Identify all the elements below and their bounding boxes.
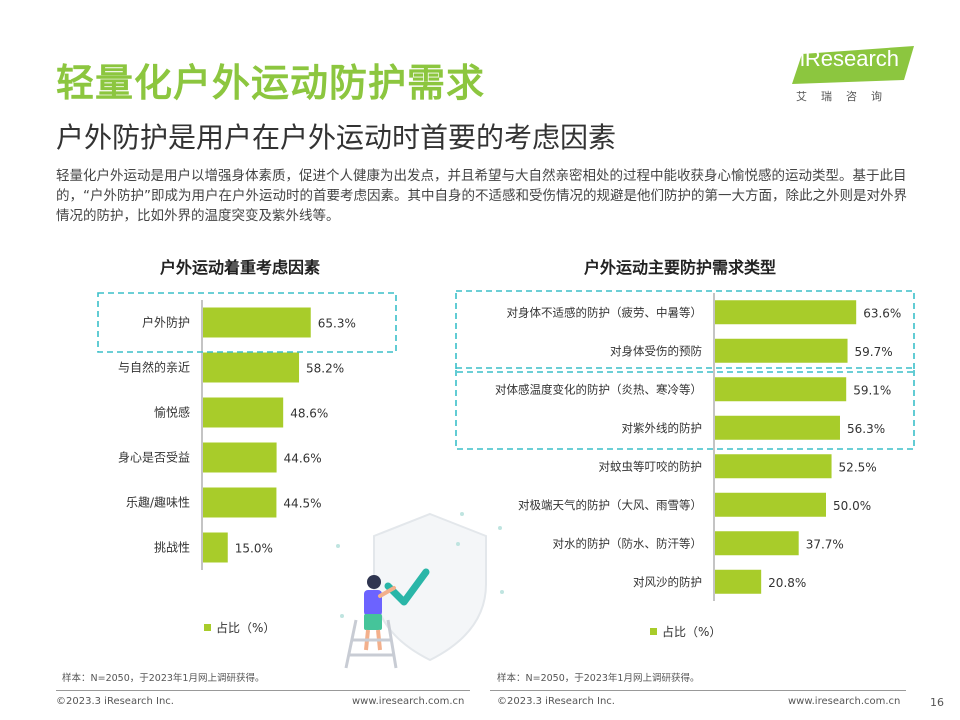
footer-divider-right bbox=[490, 690, 906, 691]
chart2-value-label: 20.8% bbox=[768, 576, 806, 590]
chart1-category-label: 愉悦感 bbox=[154, 405, 190, 420]
chart1-bar bbox=[203, 352, 300, 383]
logo-subtext: 艾瑞咨询 bbox=[796, 90, 896, 103]
chart2-category-label: 对风沙的防护 bbox=[633, 575, 702, 589]
chart2-category-label: 对身体不适感的防护（疲劳、中暑等） bbox=[507, 305, 703, 319]
chart2-category-label: 对蚊虫等叮咬的防护 bbox=[599, 459, 703, 473]
chart1-value-label: 44.5% bbox=[283, 497, 321, 511]
chart2-value-label: 59.1% bbox=[853, 383, 891, 397]
page-number: 16 bbox=[930, 696, 944, 709]
footer-divider-left bbox=[56, 690, 470, 691]
chart1-category-label: 挑战性 bbox=[154, 541, 190, 555]
copyright-left: ©2023.3 iResearch Inc. bbox=[56, 696, 174, 707]
chart2-value-label: 56.3% bbox=[847, 422, 885, 436]
chart2-title: 户外运动主要防护需求类型 bbox=[583, 258, 776, 277]
chart2-value-label: 59.7% bbox=[855, 345, 893, 359]
chart1-category-label: 乐趣/趣味性 bbox=[126, 495, 190, 510]
chart1-value-label: 15.0% bbox=[235, 542, 273, 556]
chart2-bar bbox=[715, 531, 799, 556]
chart2-value-label: 52.5% bbox=[839, 460, 877, 474]
chart2-bar bbox=[715, 454, 832, 479]
logo-text: iResearch bbox=[800, 46, 900, 71]
chart2-bar bbox=[715, 492, 826, 517]
sample-note-left: 样本：N=2050，于2023年1月网上调研获得。 bbox=[62, 673, 265, 684]
chart2-category-label: 对水的防护（防水、防汗等） bbox=[553, 536, 703, 550]
chart1-bar bbox=[203, 307, 311, 338]
sparkle-dots bbox=[336, 512, 504, 618]
chart1-value-label: 44.6% bbox=[284, 452, 322, 466]
chart1-value-label: 58.2% bbox=[306, 362, 344, 376]
logo-shape bbox=[792, 46, 914, 84]
chart2-legend-swatch bbox=[650, 628, 657, 635]
chart2-bar bbox=[715, 569, 762, 594]
website-link-right[interactable]: www.iresearch.com.cn bbox=[788, 696, 901, 707]
chart2-bar bbox=[715, 377, 847, 402]
chart2-value-label: 50.0% bbox=[833, 499, 871, 513]
chart1-highlight-box bbox=[97, 292, 397, 353]
chart1-category-label: 身心是否受益 bbox=[118, 450, 190, 465]
chart2-bar bbox=[715, 415, 840, 440]
chart1-legend-swatch bbox=[204, 624, 211, 631]
website-link-left[interactable]: www.iresearch.com.cn bbox=[352, 696, 465, 707]
chart2-value-label: 63.6% bbox=[863, 306, 901, 320]
chart1-bar bbox=[203, 397, 284, 428]
chart2-category-label: 对身体受伤的预防 bbox=[610, 344, 702, 358]
checkmark-icon bbox=[384, 568, 430, 606]
chart1-category-label: 与自然的亲近 bbox=[118, 360, 190, 375]
chart1-value-label: 65.3% bbox=[318, 317, 356, 331]
sample-note-right: 样本：N=2050，于2023年1月网上调研获得。 bbox=[497, 673, 700, 684]
chart2-value-label: 37.7% bbox=[806, 537, 844, 551]
iresearch-logo: iResearch 艾瑞咨询 bbox=[792, 46, 922, 110]
chart1-bar bbox=[203, 532, 228, 563]
ladder-icon bbox=[344, 619, 398, 669]
chart1-value-label: 48.6% bbox=[290, 407, 328, 421]
chart2-category-label: 对紫外线的防护 bbox=[622, 421, 703, 435]
chart2-legend-label: 占比（%） bbox=[662, 624, 721, 639]
chart1-category-label: 户外防护 bbox=[142, 315, 190, 330]
chart2-category-label: 对体感温度变化的防护（炎热、寒冷等） bbox=[495, 382, 702, 396]
page-subtitle: 户外防护是用户在户外运动时首要的考虑因素 bbox=[56, 121, 617, 154]
chart2-bar bbox=[715, 338, 848, 363]
intro-paragraph: 轻量化户外运动是用户以增强身体素质，促进个人健康为出发点，并且希望与大自然亲密相… bbox=[56, 168, 907, 224]
copyright-right: ©2023.3 iResearch Inc. bbox=[497, 696, 615, 707]
chart1-bar bbox=[203, 487, 277, 518]
chart1-bar bbox=[203, 442, 277, 473]
chart2-bar bbox=[715, 300, 857, 325]
shield-illustration bbox=[336, 512, 504, 669]
chart2-category-label: 对极端天气的防护（大风、雨雪等） bbox=[518, 498, 702, 512]
person-figure bbox=[364, 575, 396, 651]
page-title: 轻量化户外运动防护需求 bbox=[56, 61, 486, 105]
chart1-title: 户外运动着重考虑因素 bbox=[159, 258, 320, 277]
chart1-legend-label: 占比（%） bbox=[216, 620, 275, 635]
